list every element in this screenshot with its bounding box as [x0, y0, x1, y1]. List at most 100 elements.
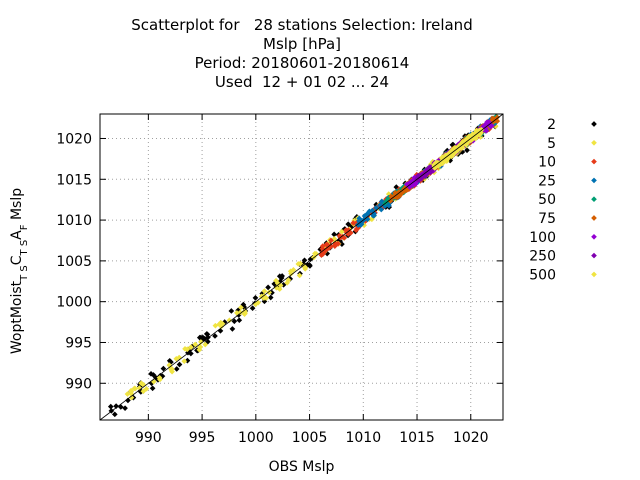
data-point-2 — [301, 257, 308, 264]
data-point-10 — [323, 246, 330, 253]
data-point-2 — [249, 305, 256, 312]
axis-ticks: 990 995 1000 1005 1010 1015 1020 990 995 1000 1005… — [56, 114, 503, 446]
plot-frame — [99, 113, 504, 421]
legend-label: 500 — [529, 267, 556, 283]
data-point-100 — [412, 181, 419, 187]
data-point-25 — [378, 206, 385, 213]
x-tick-label: 1010 — [345, 430, 381, 446]
legend-marker — [591, 233, 597, 240]
data-point-10 — [343, 227, 349, 233]
data-point-2 — [113, 403, 119, 409]
data-point-2 — [265, 284, 271, 291]
x-tick-label: 995 — [189, 430, 216, 446]
data-point-2 — [149, 385, 156, 392]
y-tick-label: 1015 — [56, 172, 92, 188]
data-point-500 — [448, 148, 455, 154]
data-point-2 — [331, 231, 337, 238]
legend-label: 100 — [529, 230, 556, 246]
data-point-2 — [122, 405, 128, 411]
data-point-2 — [107, 403, 114, 410]
data-point-2 — [231, 318, 238, 325]
data-point-5 — [285, 277, 292, 283]
legend-marker — [591, 121, 597, 127]
title-line-1: Scatterplot for 28 stations Selection: I… — [131, 16, 473, 34]
data-point-5 — [168, 366, 175, 373]
data-point-2 — [229, 326, 236, 332]
data-point-5 — [295, 261, 302, 267]
data-point-2 — [339, 241, 345, 248]
data-point-2 — [148, 370, 154, 377]
data-point-2 — [196, 334, 203, 341]
y-label-subscript: T S — [19, 240, 30, 257]
y-label-subscript: F — [19, 224, 30, 230]
data-point-5 — [261, 288, 268, 294]
data-point-5 — [192, 341, 199, 348]
data-point-10 — [328, 237, 334, 244]
y-tick-label: 1020 — [56, 131, 92, 147]
x-axis-label: OBS Mslp — [269, 459, 335, 475]
data-point-5 — [198, 339, 204, 345]
data-point-2 — [176, 361, 183, 368]
data-point-5 — [128, 387, 134, 394]
data-point-5 — [313, 251, 320, 257]
data-point-5 — [188, 344, 194, 351]
data-point-250 — [426, 165, 433, 172]
data-point-5 — [138, 380, 145, 387]
data-point-2 — [464, 147, 470, 154]
y-label-subscript: T S — [19, 265, 30, 282]
data-point-5 — [182, 345, 188, 352]
legend-label: 5 — [547, 136, 556, 152]
data-point-5 — [124, 391, 131, 397]
y-label-part: WoptMoist — [9, 280, 25, 354]
y-tick-label: 1000 — [56, 295, 92, 311]
legend-label: 25 — [538, 173, 556, 189]
chart-title: Scatterplot for 28 stations Selection: I… — [100, 16, 504, 92]
x-tick-label: 1020 — [453, 430, 489, 446]
data-point-2 — [307, 263, 313, 269]
data-point-5 — [212, 322, 219, 329]
data-point-2 — [125, 397, 131, 404]
data-point-2 — [236, 317, 243, 324]
legend-label: 50 — [538, 192, 556, 208]
y-label-part: A — [9, 230, 25, 240]
data-point-5 — [234, 310, 240, 316]
legend-marker — [591, 177, 597, 184]
data-point-5 — [143, 385, 150, 392]
data-point-5 — [197, 344, 204, 350]
x-tick-label: 1005 — [292, 430, 328, 446]
y-tick-label: 990 — [65, 376, 92, 392]
data-point-5 — [202, 341, 209, 348]
data-point-5 — [301, 263, 308, 270]
data-point-5 — [276, 286, 283, 292]
legend-label: 75 — [538, 211, 556, 227]
x-tick-label: 1000 — [238, 430, 274, 446]
data-point-2 — [173, 366, 180, 372]
data-point-5 — [237, 309, 244, 316]
data-point-2 — [267, 294, 274, 301]
legend-label: 2 — [547, 117, 556, 133]
data-point-5 — [226, 317, 233, 324]
data-point-5 — [181, 358, 188, 365]
y-tick-label: 995 — [65, 335, 92, 351]
data-point-5 — [241, 311, 248, 317]
identity-line — [99, 113, 504, 421]
data-point-2 — [279, 273, 285, 279]
title-line-2: Mslp [hPa] — [263, 35, 341, 53]
data-point-2 — [203, 331, 210, 337]
data-point-2 — [202, 336, 208, 342]
data-point-75 — [399, 189, 406, 195]
data-point-25 — [356, 215, 363, 222]
data-point-2 — [160, 365, 167, 372]
data-point-10 — [319, 243, 326, 249]
data-point-5 — [128, 394, 135, 401]
data-point-2 — [228, 308, 235, 314]
title-line-4: Used 12 + 01 02 ... 24 — [214, 73, 390, 91]
data-point-25 — [370, 212, 377, 219]
data-point-250 — [423, 168, 429, 174]
legend-label: 250 — [529, 249, 556, 265]
title-line-3: Period: 20180601-20180614 — [194, 54, 410, 72]
data-point-5 — [157, 376, 163, 383]
y-tick-label: 1005 — [56, 254, 92, 270]
